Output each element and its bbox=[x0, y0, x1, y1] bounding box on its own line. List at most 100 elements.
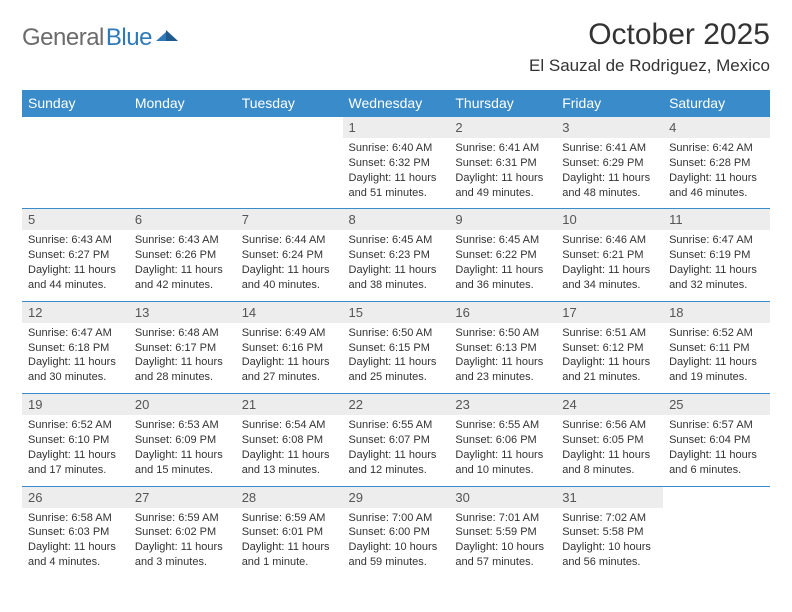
calendar-day-cell: 12Sunrise: 6:47 AMSunset: 6:18 PMDayligh… bbox=[22, 301, 129, 393]
daylight-line: Daylight: 10 hours and 56 minutes. bbox=[562, 540, 657, 570]
day-body: Sunrise: 6:43 AMSunset: 6:27 PMDaylight:… bbox=[22, 230, 129, 300]
daylight-line: Daylight: 11 hours and 23 minutes. bbox=[455, 355, 550, 385]
sunrise-line: Sunrise: 6:52 AM bbox=[28, 418, 123, 433]
day-body: Sunrise: 6:52 AMSunset: 6:10 PMDaylight:… bbox=[22, 415, 129, 485]
day-body: Sunrise: 6:52 AMSunset: 6:11 PMDaylight:… bbox=[663, 323, 770, 393]
sunrise-line: Sunrise: 6:46 AM bbox=[562, 233, 657, 248]
calendar-day-cell: 16Sunrise: 6:50 AMSunset: 6:13 PMDayligh… bbox=[449, 301, 556, 393]
sunset-line: Sunset: 6:19 PM bbox=[669, 248, 764, 263]
sunset-line: Sunset: 5:59 PM bbox=[455, 525, 550, 540]
day-body bbox=[663, 508, 770, 566]
daylight-line: Daylight: 11 hours and 34 minutes. bbox=[562, 263, 657, 293]
calendar-day-cell: 28Sunrise: 6:59 AMSunset: 6:01 PMDayligh… bbox=[236, 486, 343, 578]
calendar-day-cell: 15Sunrise: 6:50 AMSunset: 6:15 PMDayligh… bbox=[343, 301, 450, 393]
month-title: October 2025 bbox=[529, 18, 770, 52]
sunset-line: Sunset: 6:28 PM bbox=[669, 156, 764, 171]
daylight-line: Daylight: 11 hours and 19 minutes. bbox=[669, 355, 764, 385]
calendar-day-cell: 31Sunrise: 7:02 AMSunset: 5:58 PMDayligh… bbox=[556, 486, 663, 578]
daylight-line: Daylight: 11 hours and 44 minutes. bbox=[28, 263, 123, 293]
sunrise-line: Sunrise: 6:42 AM bbox=[669, 141, 764, 156]
sunset-line: Sunset: 6:18 PM bbox=[28, 341, 123, 356]
daylight-line: Daylight: 11 hours and 38 minutes. bbox=[349, 263, 444, 293]
day-number: 11 bbox=[663, 209, 770, 230]
day-number: 7 bbox=[236, 209, 343, 230]
calendar-day-cell: 25Sunrise: 6:57 AMSunset: 6:04 PMDayligh… bbox=[663, 394, 770, 486]
sunrise-line: Sunrise: 6:48 AM bbox=[135, 326, 230, 341]
day-number: 12 bbox=[22, 302, 129, 323]
daylight-line: Daylight: 11 hours and 27 minutes. bbox=[242, 355, 337, 385]
daylight-line: Daylight: 11 hours and 10 minutes. bbox=[455, 448, 550, 478]
sunrise-line: Sunrise: 6:40 AM bbox=[349, 141, 444, 156]
sunset-line: Sunset: 6:07 PM bbox=[349, 433, 444, 448]
sunset-line: Sunset: 6:10 PM bbox=[28, 433, 123, 448]
day-number bbox=[663, 487, 770, 508]
daylight-line: Daylight: 11 hours and 48 minutes. bbox=[562, 171, 657, 201]
day-number: 23 bbox=[449, 394, 556, 415]
day-body: Sunrise: 7:00 AMSunset: 6:00 PMDaylight:… bbox=[343, 508, 450, 578]
sunset-line: Sunset: 6:27 PM bbox=[28, 248, 123, 263]
weekday-header-row: SundayMondayTuesdayWednesdayThursdayFrid… bbox=[22, 90, 770, 117]
day-body: Sunrise: 6:58 AMSunset: 6:03 PMDaylight:… bbox=[22, 508, 129, 578]
day-body: Sunrise: 6:57 AMSunset: 6:04 PMDaylight:… bbox=[663, 415, 770, 485]
day-number: 24 bbox=[556, 394, 663, 415]
sunrise-line: Sunrise: 6:59 AM bbox=[135, 511, 230, 526]
calendar-day-cell: 19Sunrise: 6:52 AMSunset: 6:10 PMDayligh… bbox=[22, 394, 129, 486]
calendar-week-row: 26Sunrise: 6:58 AMSunset: 6:03 PMDayligh… bbox=[22, 486, 770, 578]
day-body: Sunrise: 6:49 AMSunset: 6:16 PMDaylight:… bbox=[236, 323, 343, 393]
day-number: 18 bbox=[663, 302, 770, 323]
daylight-line: Daylight: 11 hours and 30 minutes. bbox=[28, 355, 123, 385]
day-body: Sunrise: 6:47 AMSunset: 6:19 PMDaylight:… bbox=[663, 230, 770, 300]
daylight-line: Daylight: 11 hours and 8 minutes. bbox=[562, 448, 657, 478]
weekday-header: Thursday bbox=[449, 90, 556, 117]
daylight-line: Daylight: 11 hours and 6 minutes. bbox=[669, 448, 764, 478]
calendar-day-cell: 2Sunrise: 6:41 AMSunset: 6:31 PMDaylight… bbox=[449, 117, 556, 209]
calendar-day-cell: 29Sunrise: 7:00 AMSunset: 6:00 PMDayligh… bbox=[343, 486, 450, 578]
sunrise-line: Sunrise: 6:59 AM bbox=[242, 511, 337, 526]
calendar-day-cell: 26Sunrise: 6:58 AMSunset: 6:03 PMDayligh… bbox=[22, 486, 129, 578]
day-number: 13 bbox=[129, 302, 236, 323]
day-body: Sunrise: 6:55 AMSunset: 6:07 PMDaylight:… bbox=[343, 415, 450, 485]
calendar-day-cell bbox=[236, 117, 343, 209]
day-number: 1 bbox=[343, 117, 450, 138]
calendar-week-row: 5Sunrise: 6:43 AMSunset: 6:27 PMDaylight… bbox=[22, 209, 770, 301]
weekday-header: Saturday bbox=[663, 90, 770, 117]
calendar-day-cell: 11Sunrise: 6:47 AMSunset: 6:19 PMDayligh… bbox=[663, 209, 770, 301]
daylight-line: Daylight: 11 hours and 1 minute. bbox=[242, 540, 337, 570]
sunrise-line: Sunrise: 6:43 AM bbox=[135, 233, 230, 248]
sunset-line: Sunset: 6:31 PM bbox=[455, 156, 550, 171]
day-number: 3 bbox=[556, 117, 663, 138]
sunrise-line: Sunrise: 7:01 AM bbox=[455, 511, 550, 526]
day-number: 16 bbox=[449, 302, 556, 323]
sunset-line: Sunset: 6:12 PM bbox=[562, 341, 657, 356]
day-body bbox=[129, 138, 236, 196]
sunrise-line: Sunrise: 6:45 AM bbox=[349, 233, 444, 248]
day-body: Sunrise: 7:01 AMSunset: 5:59 PMDaylight:… bbox=[449, 508, 556, 578]
day-body: Sunrise: 6:48 AMSunset: 6:17 PMDaylight:… bbox=[129, 323, 236, 393]
sunset-line: Sunset: 6:00 PM bbox=[349, 525, 444, 540]
sunset-line: Sunset: 6:02 PM bbox=[135, 525, 230, 540]
sunset-line: Sunset: 6:16 PM bbox=[242, 341, 337, 356]
calendar-day-cell: 1Sunrise: 6:40 AMSunset: 6:32 PMDaylight… bbox=[343, 117, 450, 209]
day-number: 26 bbox=[22, 487, 129, 508]
sunrise-line: Sunrise: 7:00 AM bbox=[349, 511, 444, 526]
sunrise-line: Sunrise: 6:58 AM bbox=[28, 511, 123, 526]
daylight-line: Daylight: 11 hours and 21 minutes. bbox=[562, 355, 657, 385]
day-number: 6 bbox=[129, 209, 236, 230]
sunset-line: Sunset: 6:24 PM bbox=[242, 248, 337, 263]
sunrise-line: Sunrise: 6:50 AM bbox=[455, 326, 550, 341]
sunrise-line: Sunrise: 6:50 AM bbox=[349, 326, 444, 341]
daylight-line: Daylight: 11 hours and 15 minutes. bbox=[135, 448, 230, 478]
sunrise-line: Sunrise: 6:55 AM bbox=[349, 418, 444, 433]
daylight-line: Daylight: 11 hours and 51 minutes. bbox=[349, 171, 444, 201]
sunset-line: Sunset: 6:29 PM bbox=[562, 156, 657, 171]
weekday-header: Wednesday bbox=[343, 90, 450, 117]
sunset-line: Sunset: 6:04 PM bbox=[669, 433, 764, 448]
sunrise-line: Sunrise: 6:45 AM bbox=[455, 233, 550, 248]
header: GeneralBlue October 2025 El Sauzal de Ro… bbox=[22, 18, 770, 76]
calendar-day-cell: 3Sunrise: 6:41 AMSunset: 6:29 PMDaylight… bbox=[556, 117, 663, 209]
day-body: Sunrise: 6:59 AMSunset: 6:01 PMDaylight:… bbox=[236, 508, 343, 578]
day-body: Sunrise: 6:40 AMSunset: 6:32 PMDaylight:… bbox=[343, 138, 450, 208]
day-body: Sunrise: 6:47 AMSunset: 6:18 PMDaylight:… bbox=[22, 323, 129, 393]
day-body: Sunrise: 6:56 AMSunset: 6:05 PMDaylight:… bbox=[556, 415, 663, 485]
sunrise-line: Sunrise: 6:53 AM bbox=[135, 418, 230, 433]
